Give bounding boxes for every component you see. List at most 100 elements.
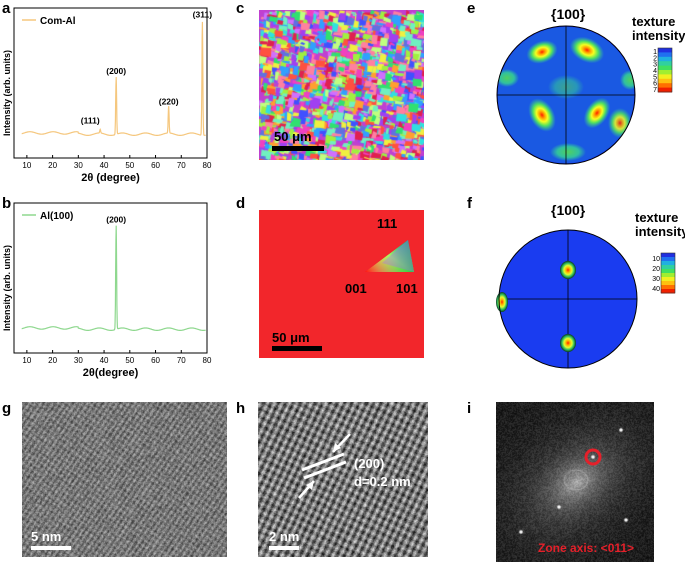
colorbar-tick-label: 20: [652, 266, 660, 273]
colorbar-tick-label: 1: [653, 49, 657, 56]
colorbar-segment: [658, 78, 672, 84]
panel-label-c: c: [236, 0, 245, 17]
x-tick-label: 30: [74, 161, 83, 170]
panel-label-a: a: [2, 0, 11, 17]
plot-frame: [13, 7, 208, 159]
legend-title-e-2: intensity: [632, 28, 685, 43]
colorbar-tick-label: 2: [653, 55, 657, 62]
pole-figure-title-e: {100}: [551, 6, 586, 22]
x-tick-label: 20: [48, 161, 57, 170]
colorbar-frame: [657, 47, 673, 93]
colorbar-segment: [658, 56, 672, 62]
panel-f: f {100} texture intensity 10 20 30 40: [460, 195, 685, 375]
colorbar-segment: [661, 253, 675, 258]
x-tick-label: 80: [203, 356, 212, 365]
colorbar-tick-label: 5: [653, 74, 657, 81]
colorbar-segment: [661, 265, 675, 270]
panel-i: i Zone axis: <011>: [460, 392, 685, 562]
panel-label-f: f: [467, 195, 472, 212]
panel-label-i: i: [467, 400, 472, 417]
scalebar-g: [31, 546, 71, 550]
legend-title-f-2: intensity: [635, 224, 685, 239]
colorbar-segment: [661, 261, 675, 266]
colorbar-segment: [661, 281, 675, 286]
panel-h: h (200) d=0.2 nm 2 nm: [232, 392, 460, 562]
plane-label: (200): [354, 456, 385, 471]
texture-spot-bottom: [560, 334, 576, 352]
colorbar-segment: [661, 289, 675, 294]
ipf-label-001: 001: [345, 281, 367, 296]
fft-pattern: [496, 402, 654, 562]
colorbar-segment: [661, 257, 675, 262]
panel-b: b 10 20 30 40 50 60 70 80 2θ(degree) Intensity (a…: [0, 195, 225, 381]
x-tick-label: 60: [151, 161, 160, 170]
panel-label-e: e: [467, 0, 476, 17]
panel-label-b: b: [2, 195, 12, 212]
zone-axis-label: Zone axis: <011>: [538, 541, 635, 555]
panel-label-d: d: [236, 195, 246, 212]
scalebar-h: [269, 546, 299, 550]
x-tick-label: 30: [74, 356, 83, 365]
scalebar-label-d: 50 μm: [272, 330, 310, 345]
legend-label: Al(100): [40, 211, 73, 222]
panel-c: c 50 μm: [232, 0, 432, 170]
hrtem-image-h: [258, 402, 428, 557]
ipf-label-111: 111: [377, 216, 397, 231]
colorbar-tick-label: 30: [652, 276, 660, 283]
x-axis-label: 2θ(degree): [83, 367, 139, 379]
x-tick-label: 50: [125, 356, 134, 365]
x-tick-label: 70: [177, 356, 186, 365]
colorbar-f: 10 20 30 40: [652, 252, 676, 294]
scalebar-label-h: 2 nm: [269, 529, 300, 544]
colorbar-frame: [660, 252, 676, 294]
colorbar-segment: [661, 273, 675, 278]
peak-label: (220): [159, 96, 179, 106]
x-tick-label: 20: [48, 356, 57, 365]
colorbar-segment: [661, 269, 675, 274]
panel-label-g: g: [2, 400, 12, 417]
panel-d: d 111 001 101 50 μm: [232, 195, 432, 365]
colorbar-segment: [658, 61, 672, 67]
x-axis-label: 2θ (degree): [81, 172, 140, 184]
y-axis-label: Intensity (arb. units): [2, 50, 12, 136]
legend-title-e-1: texture: [632, 14, 675, 29]
colorbar-segment: [658, 70, 672, 75]
colorbar-segment: [661, 277, 675, 282]
xrd-curve: [21, 21, 206, 136]
x-tick-label: 50: [125, 161, 134, 170]
xrd-chart-com-al: 10 20 30 40 50 60 70 80 2θ (degree) Intensity (ar…: [2, 7, 212, 184]
legend-label: Com-Al: [40, 16, 76, 27]
x-tick-label: 60: [151, 356, 160, 365]
d-spacing-label: d=0.2 nm: [354, 474, 411, 489]
colorbar-segment: [658, 52, 672, 58]
lattice-annotation: [298, 433, 351, 499]
panel-g: g 5 nm: [0, 392, 232, 562]
colorbar-tick-label: 40: [652, 286, 660, 293]
peak-label: (111): [81, 116, 100, 126]
x-tick-label: 70: [177, 161, 186, 170]
ebsd-red-map: [259, 210, 424, 358]
peak-label: (200): [106, 66, 126, 76]
legend-title-f-1: texture: [635, 210, 678, 225]
colorbar-segment: [658, 65, 672, 71]
colorbar-tick-label: 6: [653, 81, 657, 88]
scalebar-label-c: 50 μm: [274, 129, 312, 144]
colorbar-segment: [658, 87, 672, 93]
y-axis-label: Intensity (arb. units): [2, 245, 12, 331]
scalebar-label-g: 5 nm: [31, 529, 62, 544]
panel-label-h: h: [236, 400, 246, 417]
colorbar-segment: [658, 48, 672, 53]
colorbar-tick-label: 3: [653, 62, 657, 69]
xrd-chart-al100: 10 20 30 40 50 60 70 80 2θ(degree) Intensity (arb…: [2, 202, 212, 379]
diffraction-spot-marker: [584, 448, 602, 466]
ebsd-grain-map: [259, 10, 424, 160]
x-tick-label: 10: [22, 356, 31, 365]
colorbar-tick-label: 10: [652, 256, 660, 263]
x-tick-label: 40: [100, 161, 109, 170]
texture-spot-left: [496, 292, 508, 312]
panel-a: a 10 20 30 40 50 60 70 80 2θ (degree) Intensity (…: [0, 0, 225, 186]
pole-figure-f: {100} texture intensity 10 20 30 40: [496, 202, 685, 369]
hrtem-image-g: [22, 402, 227, 557]
